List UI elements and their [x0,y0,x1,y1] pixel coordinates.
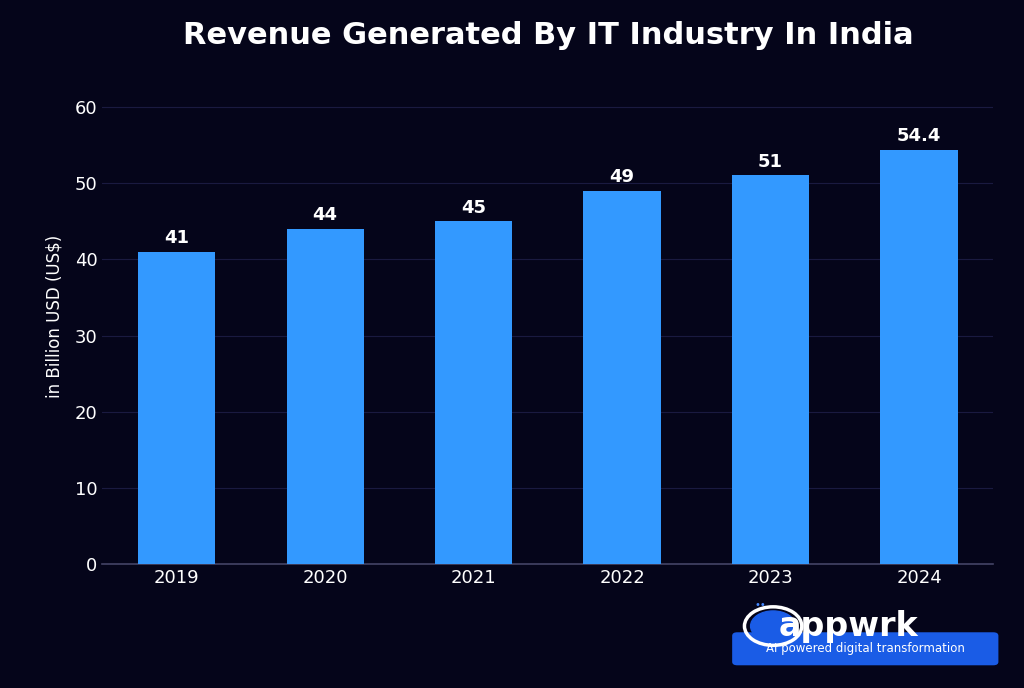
Bar [732,175,809,564]
Text: 45: 45 [461,199,486,217]
Bar [584,191,660,564]
Bar [138,252,215,564]
Text: AI powered digital transformation: AI powered digital transformation [766,643,965,655]
Bar [435,222,512,564]
Text: 51: 51 [758,153,783,171]
Text: appwrk: appwrk [778,610,918,643]
Text: 49: 49 [609,168,635,186]
Bar [287,229,364,564]
Bar [881,149,957,564]
Text: 41: 41 [164,229,189,247]
Text: 44: 44 [312,206,338,224]
Text: ••: •• [755,601,767,610]
Text: 54.4: 54.4 [897,127,941,145]
Y-axis label: in Billion USD (US$): in Billion USD (US$) [46,235,63,398]
Title: Revenue Generated By IT Industry In India: Revenue Generated By IT Industry In Indi… [182,21,913,50]
